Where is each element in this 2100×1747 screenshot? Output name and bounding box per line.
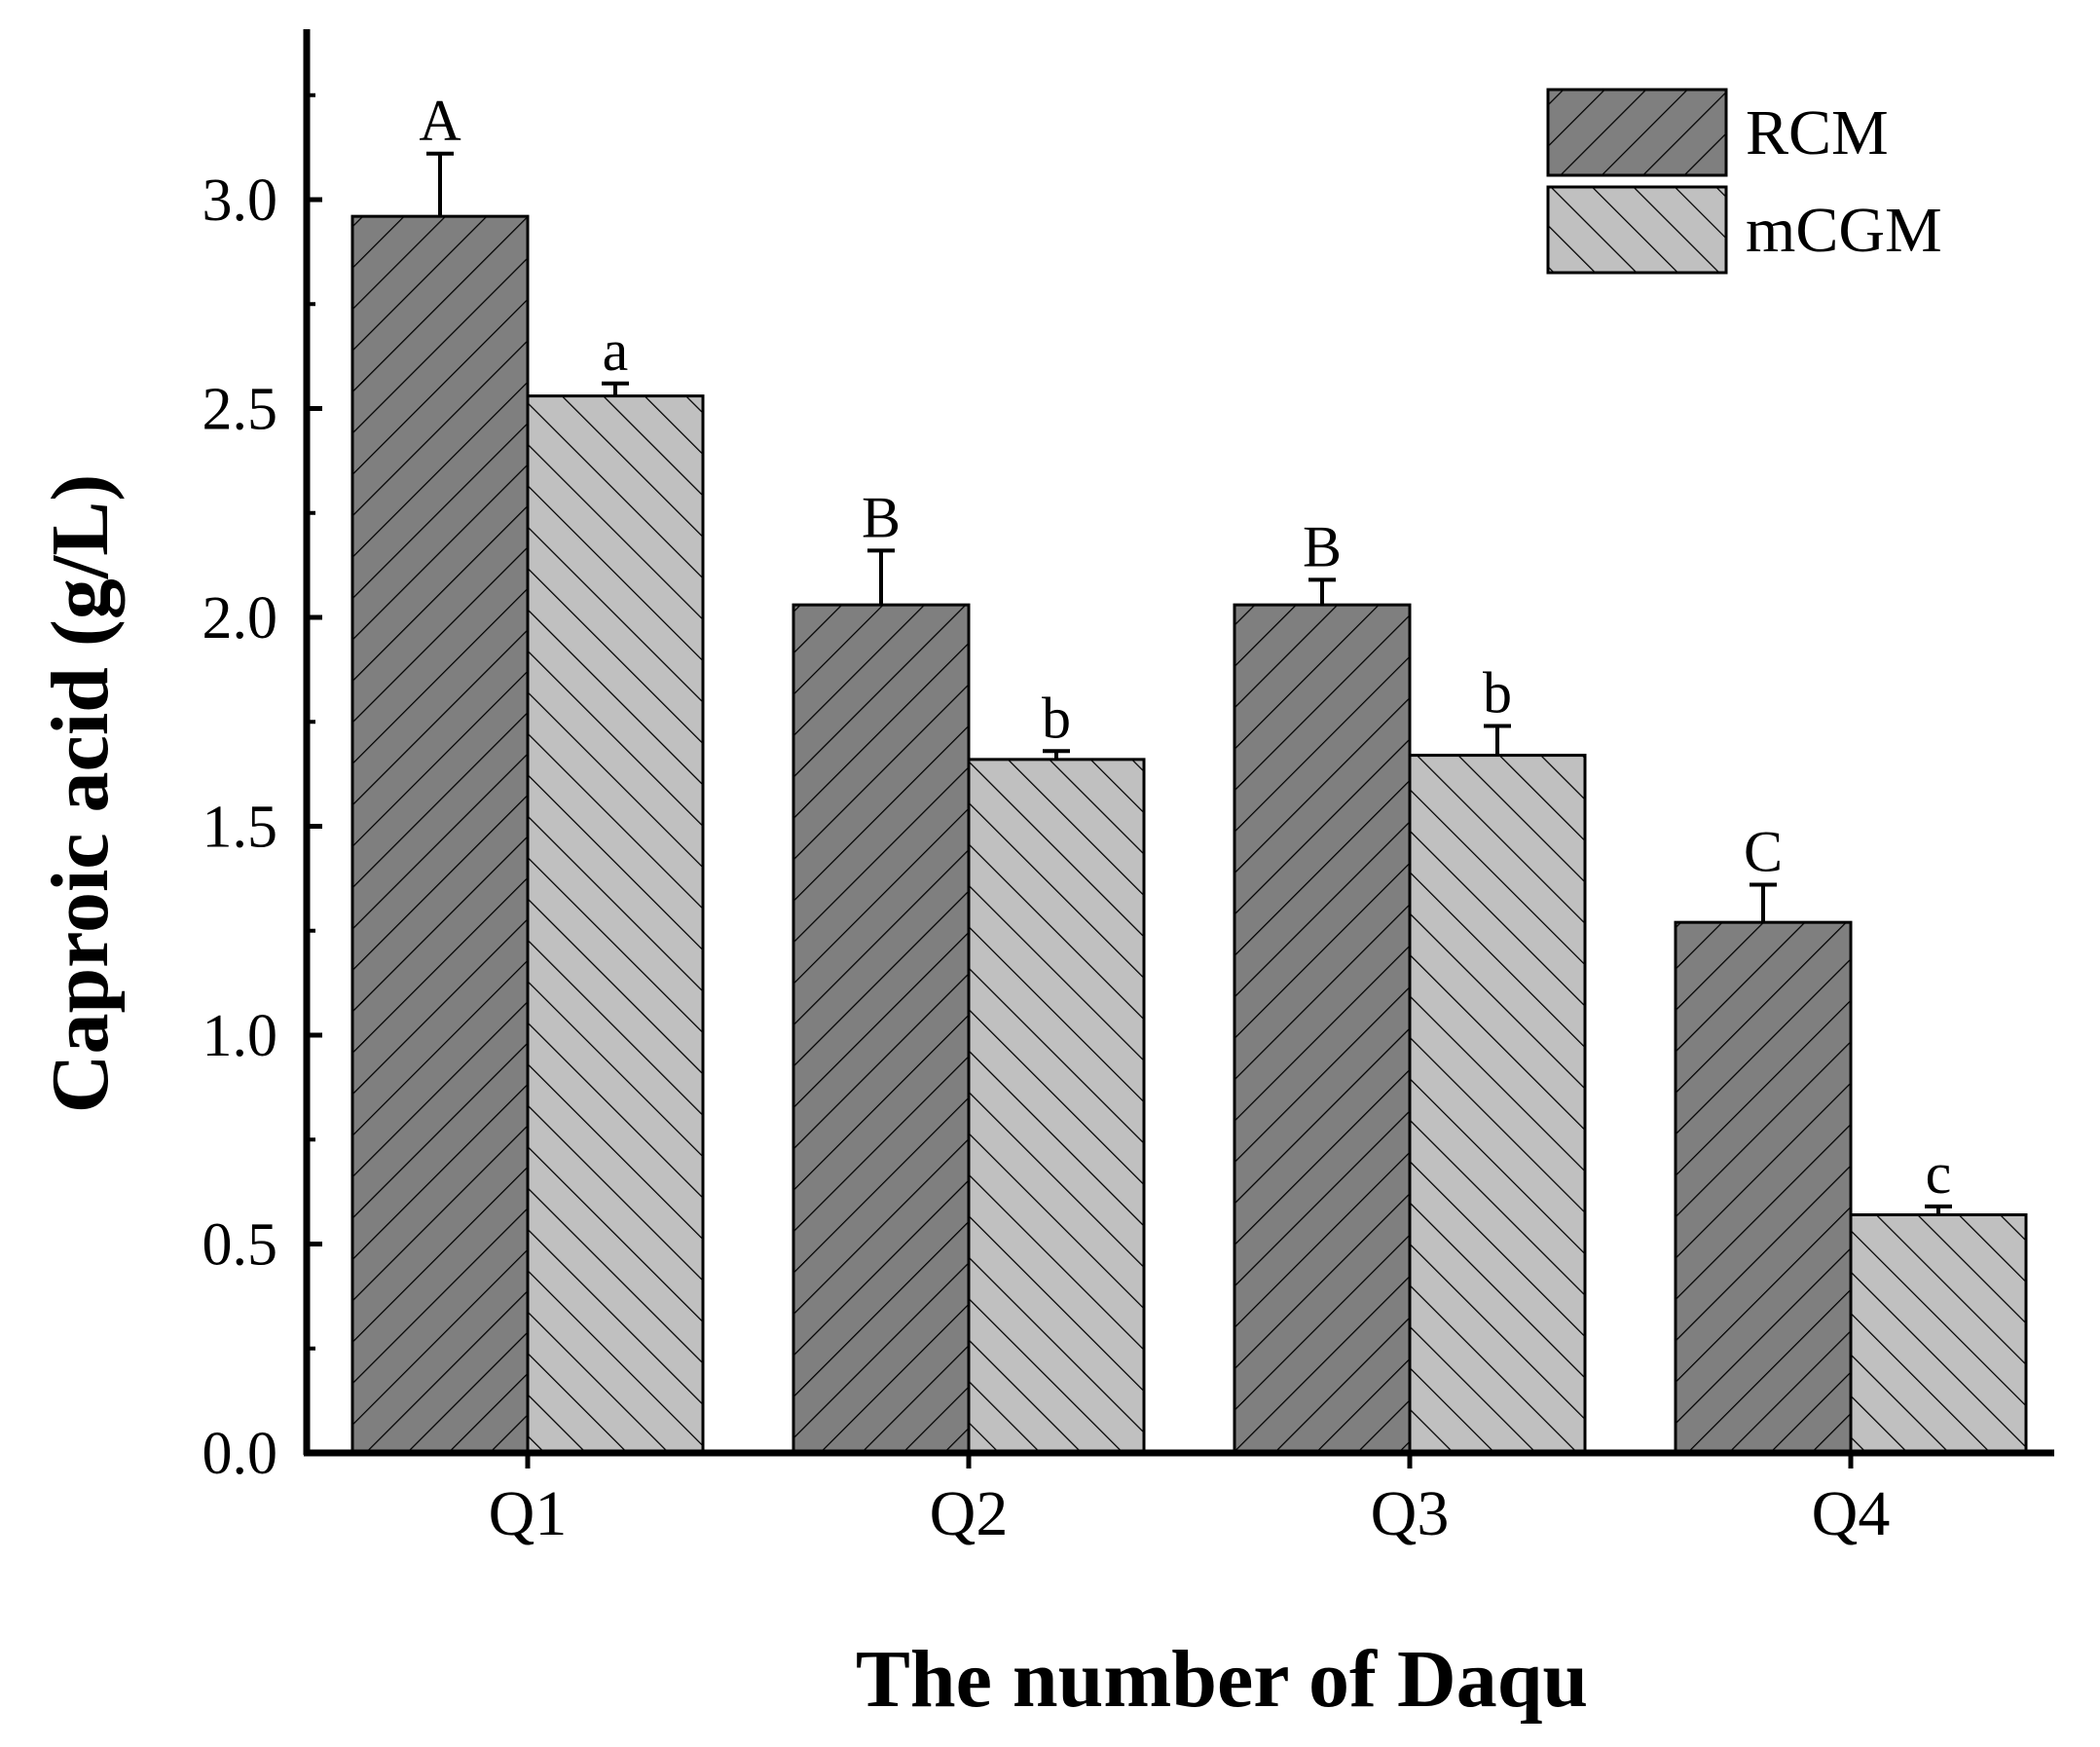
y-tick-label: 1.0 [203,1003,278,1069]
legend-item-RCM: RCM [1546,88,1889,177]
legend-label-mCGM: mCGM [1746,195,1942,266]
error-bar-mCGM-Q4 [1925,1204,1952,1215]
legend-swatch-RCM [1546,88,1728,177]
significance-label-RCM-Q1: A [419,89,461,153]
error-bar-mCGM-Q2 [1043,749,1070,760]
legend-swatch-mCGM [1546,185,1728,275]
significance-label-mCGM-Q3: b [1483,661,1512,725]
significance-label-mCGM-Q2: b [1042,686,1071,750]
significance-label-mCGM-Q1: a [603,318,629,383]
axes-layer: 0.0 0.5 1.0 1.5 2.0 2.5 3.0 Q1 Q2 Q3 Q4 [203,29,2054,1549]
y-tick-label: 0.5 [203,1212,278,1279]
significance-label-RCM-Q4: C [1744,820,1783,884]
error-bar-RCM-Q4 [1750,882,1777,923]
error-bar-mCGM-Q1 [602,381,629,396]
bar-RCM-Q2 [792,603,971,1455]
bar-mCGM-Q3 [1408,754,1587,1455]
bar-RCM-Q4 [1674,920,1853,1455]
legend-item-mCGM: mCGM [1546,185,1942,275]
x-tick-label-Q2: Q2 [930,1478,1009,1549]
x-tick-label-Q4: Q4 [1812,1478,1891,1549]
bar-RCM-Q3 [1233,603,1412,1455]
error-bar-mCGM-Q3 [1484,724,1511,756]
significance-label-mCGM-Q4: c [1926,1141,1952,1206]
x-tick-label-Q3: Q3 [1371,1478,1450,1549]
bar-RCM-Q1 [350,214,530,1455]
y-tick-label: 2.0 [203,585,278,651]
y-tick-label: 2.5 [203,377,278,443]
significance-label-RCM-Q3: B [1303,514,1342,578]
bar-mCGM-Q2 [967,758,1146,1455]
bar-mCGM-Q4 [1849,1212,2028,1455]
x-tick-label-Q1: Q1 [489,1478,568,1549]
error-bar-RCM-Q2 [867,548,895,606]
y-axis-title: Caproic acid (g/L) [35,474,126,1113]
y-tick-label: 3.0 [203,167,278,234]
legend-label-RCM: RCM [1746,97,1889,168]
error-bars-layer [426,151,1952,1215]
bar-mCGM-Q1 [526,394,705,1455]
x-axis-title: The number of Daqu [856,1634,1588,1725]
significance-labels-layer: A B B Ca b b c [419,89,1951,1206]
legend: RCM mCGM [1546,88,1942,275]
bars-layer [350,214,2028,1455]
error-bar-RCM-Q1 [426,151,454,217]
y-tick-label: 1.5 [203,795,278,861]
y-tick-label: 0.0 [203,1421,278,1487]
significance-label-RCM-Q2: B [862,485,901,549]
error-bar-RCM-Q3 [1308,577,1336,606]
